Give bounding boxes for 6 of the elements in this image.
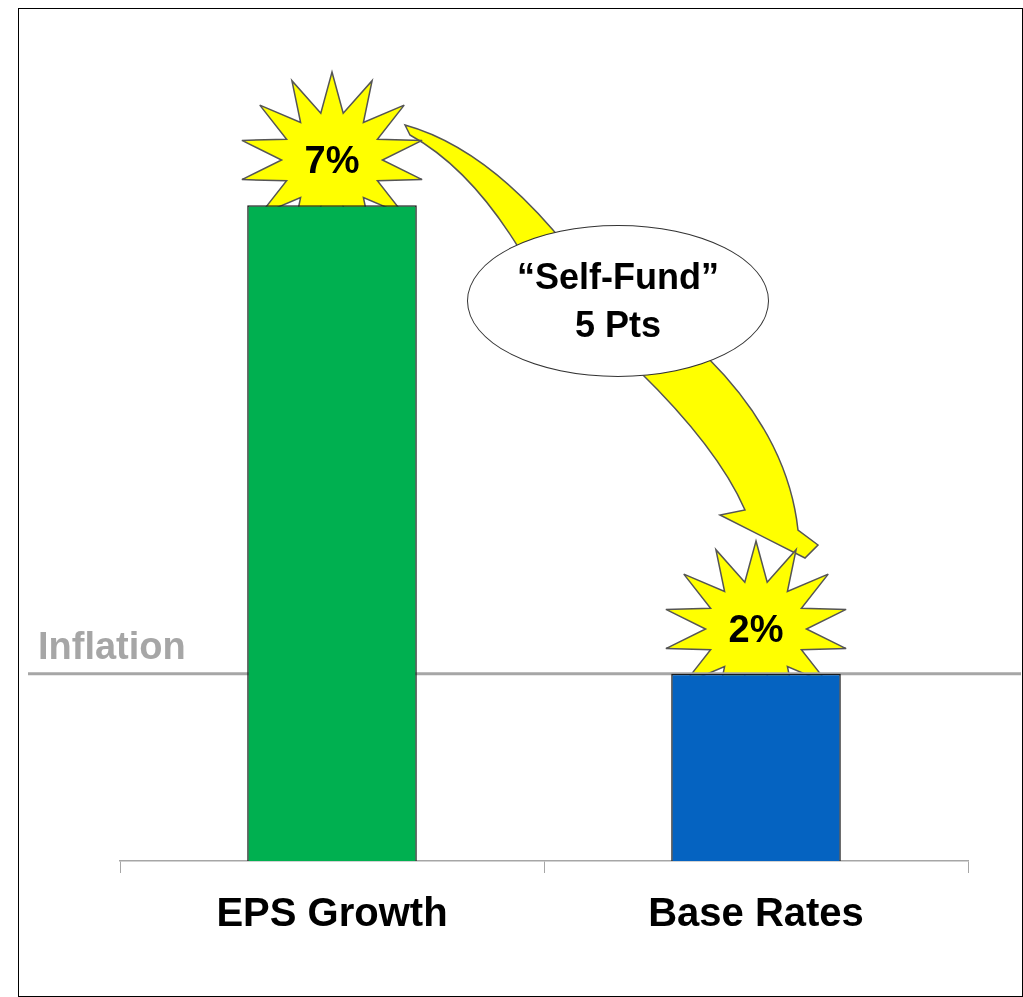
data-label: 2% — [727, 606, 785, 652]
annotation: “Self-Fund” 5 Pts — [517, 255, 719, 347]
ref-line-label: Inflation — [38, 625, 186, 668]
x-tick-label: EPS Growth — [216, 890, 448, 935]
x-tick-label: Base Rates — [648, 890, 864, 935]
data-label: 7% — [303, 138, 361, 184]
